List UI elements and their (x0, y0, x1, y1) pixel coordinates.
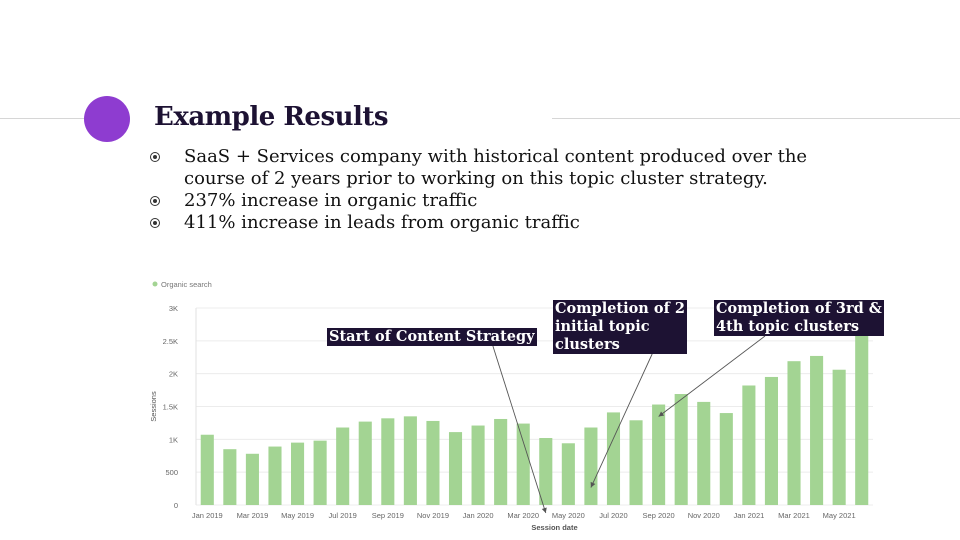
header-rule-left (0, 118, 96, 119)
annotation-arrow (492, 345, 547, 514)
slide-title: Example Results (154, 102, 389, 132)
bar (674, 394, 688, 505)
bar (516, 423, 530, 505)
bar (810, 355, 824, 505)
x-tick-label: Mar 2020 (507, 511, 539, 520)
bar (584, 427, 598, 505)
x-tick-label: Jan 2020 (463, 511, 494, 520)
annotation-arrow (590, 353, 653, 488)
bar (629, 420, 643, 505)
x-tick-label: Nov 2019 (417, 511, 449, 520)
bar (697, 401, 711, 505)
bar (539, 438, 553, 505)
bullet-item: SaaS + Services company with historical … (150, 146, 810, 190)
y-tick-label: 3K (169, 304, 178, 313)
x-tick-label: Nov 2020 (688, 511, 720, 520)
header-rule-right (552, 118, 960, 119)
annotation-completion-3rd-4th-clusters: Completion of 3rd & 4th topic clusters (714, 300, 884, 336)
bar (336, 427, 350, 505)
accent-dot (84, 96, 130, 142)
axis-labels: 0 500 1K 1.5K 2K 2.5K 3K Jan 2019 Mar 2019 May 20… (149, 280, 856, 532)
bar (561, 443, 575, 505)
bar (403, 416, 417, 505)
bar (448, 432, 463, 505)
x-tick-label: Jan 2019 (192, 511, 223, 520)
bar (358, 421, 372, 505)
annotation-arrows (492, 335, 766, 514)
y-tick-label: 2.5K (163, 337, 178, 346)
bullet-item: 237% increase in organic traffic (150, 190, 810, 212)
bar (764, 376, 778, 505)
bar (494, 418, 508, 505)
x-tick-label: May 2020 (552, 511, 585, 520)
annotation-arrowhead (590, 481, 596, 488)
bar (787, 361, 801, 505)
x-tick-label: Jul 2020 (599, 511, 627, 520)
bar (652, 404, 666, 505)
x-tick-label: Sep 2020 (643, 511, 675, 520)
bullet-text: SaaS + Services company with historical … (184, 146, 808, 189)
bar (832, 369, 846, 505)
y-tick-label: 2K (169, 370, 178, 379)
bullet-icon (150, 196, 160, 206)
annotation-completion-initial-clusters: Completion of 2 initial topic clusters (553, 300, 687, 354)
legend-swatch (152, 281, 158, 287)
bar (381, 418, 395, 505)
bar (719, 413, 733, 505)
bars-layer (200, 332, 869, 505)
bullet-text: 237% increase in organic traffic (184, 190, 478, 211)
y-axis-title: Sessions (149, 391, 158, 422)
bar (471, 425, 485, 505)
y-tick-label: 500 (165, 468, 178, 477)
x-tick-label: Jan 2021 (733, 511, 764, 520)
annotation-arrow (658, 335, 766, 417)
x-tick-label: May 2021 (823, 511, 856, 520)
bullet-icon (150, 218, 160, 228)
bar (742, 385, 756, 505)
x-tick-label: Jul 2019 (329, 511, 357, 520)
bar (200, 434, 214, 505)
y-tick-label: 1.5K (163, 403, 178, 412)
bar (291, 442, 305, 505)
y-tick-label: 1K (169, 435, 178, 444)
x-tick-label: Mar 2021 (778, 511, 810, 520)
x-tick-label: May 2019 (281, 511, 314, 520)
x-tick-label: Mar 2019 (237, 511, 269, 520)
bar (606, 412, 621, 505)
bar (223, 449, 237, 505)
y-tick-label: 0 (174, 501, 178, 510)
bar (313, 440, 327, 505)
sessions-bar-chart: 0 500 1K 1.5K 2K 2.5K 3K Jan 2019 Mar 2019 May 20… (149, 280, 873, 532)
bar (268, 446, 282, 505)
annotation-arrowhead (658, 411, 665, 417)
legend-label: Organic search (161, 280, 212, 289)
x-tick-label: Sep 2019 (372, 511, 404, 520)
annotation-start-content-strategy: Start of Content Strategy (327, 328, 537, 346)
bar (426, 420, 440, 505)
bullet-text: 411% increase in leads from organic traf… (184, 212, 580, 233)
bullet-list: SaaS + Services company with historical … (150, 146, 810, 234)
bar (855, 332, 869, 505)
bullet-icon (150, 152, 160, 162)
x-axis-title: Session date (531, 523, 577, 532)
bullet-item: 411% increase in leads from organic traf… (150, 212, 810, 234)
bar (245, 453, 259, 505)
annotation-arrowhead (541, 507, 547, 514)
